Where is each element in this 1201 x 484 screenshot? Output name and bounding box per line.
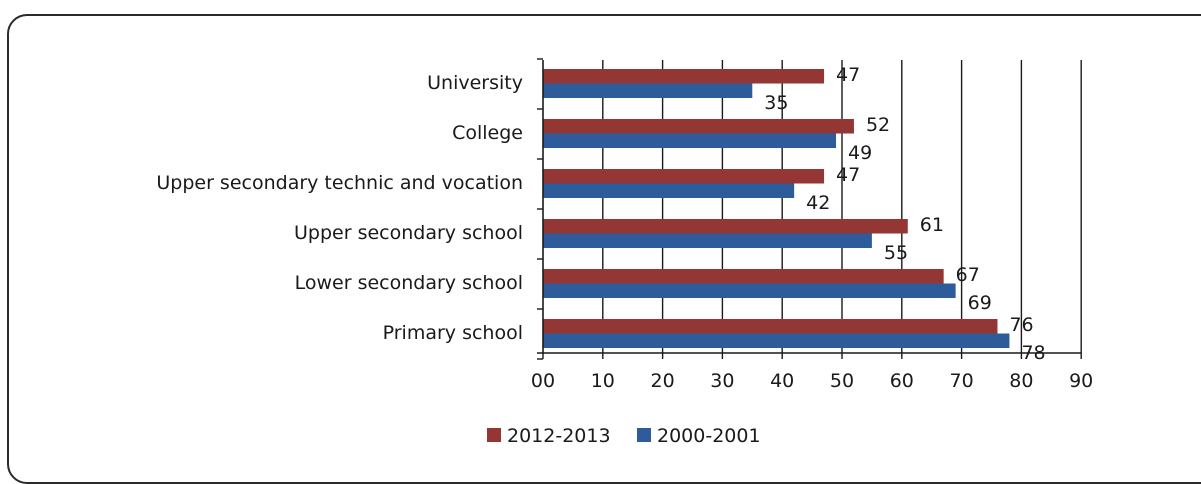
category-label: Upper secondary school <box>294 222 523 244</box>
category-label: Upper secondary technic and vocation <box>156 172 523 194</box>
bar-series-2 <box>543 283 956 298</box>
bars <box>543 69 1010 348</box>
x-tick-label: 90 <box>1069 370 1093 392</box>
data-label: 78 <box>1021 342 1045 364</box>
x-tick-label: 10 <box>591 370 615 392</box>
bar-series-2 <box>543 133 837 148</box>
legend-swatch <box>637 428 651 442</box>
bar-series-2 <box>543 233 872 248</box>
bar-series-1 <box>543 319 998 334</box>
bar-series-1 <box>543 169 825 184</box>
x-tick-label: 60 <box>890 370 914 392</box>
category-label: University <box>427 72 523 94</box>
bar-series-1 <box>543 219 908 234</box>
legend: 2012-2013 2000-2001 <box>487 425 761 447</box>
x-tick-label: 00 <box>531 370 555 392</box>
gridlines <box>602 60 1082 353</box>
x-tick-label: 20 <box>651 370 675 392</box>
data-label: 49 <box>848 142 872 164</box>
category-label: Lower secondary school <box>295 272 523 294</box>
labels: 00 10 20 30 40 50 60 70 80 90 47 35 University 52 49 Co… <box>156 64 1093 392</box>
x-tick-label: 50 <box>830 370 854 392</box>
legend-label: 2000-2001 <box>657 425 761 447</box>
data-label: 35 <box>764 92 788 114</box>
legend-swatch <box>487 428 501 442</box>
data-label: 55 <box>884 242 908 264</box>
bar-series-2 <box>543 333 1010 348</box>
data-label: 47 <box>836 64 860 86</box>
category-label: College <box>452 122 523 144</box>
data-label: 76 <box>1009 314 1033 336</box>
bar-series-1 <box>543 269 944 284</box>
data-label: 67 <box>956 264 980 286</box>
bar-series-1 <box>543 69 825 84</box>
data-label: 42 <box>806 192 830 214</box>
data-label: 61 <box>920 214 944 236</box>
x-tick-label: 40 <box>770 370 794 392</box>
x-tick-label: 80 <box>1009 370 1033 392</box>
data-label: 69 <box>968 292 992 314</box>
bar-chart: 00 10 20 30 40 50 60 70 80 90 47 35 University 52 49 Co… <box>156 58 1093 447</box>
x-tick-label: 30 <box>710 370 734 392</box>
data-label: 47 <box>836 164 860 186</box>
bar-series-2 <box>543 183 795 198</box>
bar-series-1 <box>543 119 854 134</box>
legend-label: 2012-2013 <box>507 425 611 447</box>
x-tick-label: 70 <box>950 370 974 392</box>
category-label: Primary school <box>383 322 523 344</box>
data-label: 52 <box>866 114 890 136</box>
bar-series-2 <box>543 83 753 98</box>
axes <box>537 58 1082 360</box>
